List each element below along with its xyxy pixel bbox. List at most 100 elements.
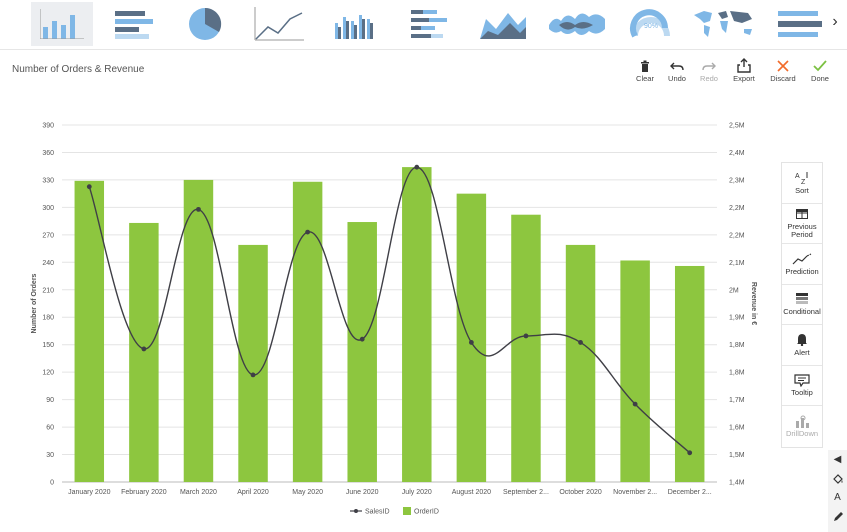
bar (292, 181, 323, 482)
drilldown-icon (794, 414, 810, 428)
line-point (468, 340, 474, 345)
x-tick-label: July 2020 (402, 489, 432, 496)
legend-label: SalesID (365, 509, 390, 516)
prediction-button[interactable]: Prediction (782, 244, 822, 285)
tooltip-icon (794, 373, 810, 387)
pencil-icon[interactable] (828, 507, 847, 526)
y-tick-label: 300 (42, 205, 54, 212)
y-tick-label: 270 (42, 232, 54, 239)
x-tick-label: May 2020 (292, 489, 323, 496)
bar (402, 167, 432, 482)
grouped-bar-chart-icon[interactable] (325, 2, 387, 46)
bar (183, 179, 214, 482)
alert-button[interactable]: Alert (782, 325, 822, 366)
bar (74, 180, 105, 482)
line-point (305, 229, 311, 235)
area-chart-icon[interactable] (472, 2, 534, 46)
undo-button[interactable]: Undo (659, 57, 695, 83)
bar (511, 214, 541, 482)
x-tick-label: December 2... (668, 489, 712, 496)
horizontal-bar-chart-icon[interactable] (100, 2, 162, 46)
mini-tools-strip: ◀ A (828, 450, 847, 532)
y-tick-label: 60 (46, 425, 54, 432)
gauge-label: 90% (644, 23, 658, 30)
bar (565, 244, 596, 482)
y-tick-label: 390 (42, 123, 54, 130)
previous-period-button[interactable]: Previous Period (782, 204, 822, 244)
collapse-panel-button[interactable]: ◀ (833, 454, 842, 465)
y-tick-label: 90 (46, 397, 54, 404)
sort-label: Sort (795, 185, 809, 195)
y2-tick-label: 2,5M (729, 123, 745, 130)
text-format-button[interactable]: A (834, 492, 841, 503)
y2-tick-label: 1,5M (729, 452, 745, 459)
legend-bar-marker (403, 507, 411, 515)
x-tick-label: June 2020 (346, 489, 379, 496)
bar (238, 244, 268, 482)
discard-label: Discard (770, 74, 796, 83)
y-tick-label: 330 (42, 177, 54, 184)
x-tick-label: September 2... (503, 489, 549, 496)
x-tick-label: August 2020 (452, 489, 491, 496)
svg-text:A: A (795, 173, 800, 180)
x-tick-label: November 2... (613, 489, 657, 496)
table-icon (796, 207, 808, 221)
y2-tick-label: 1,4M (729, 480, 745, 487)
legend-line-dot (354, 509, 358, 513)
tooltip-label: Tooltip (791, 388, 813, 398)
chart-type-gallery: 90% › (0, 0, 847, 50)
y2-tick-label: 1,6M (729, 425, 745, 432)
y2-tick-label: 2,1M (729, 260, 745, 267)
y-tick-label: 30 (46, 452, 54, 459)
y-tick-label: 360 (42, 150, 54, 157)
y2-tick-label: 2,2M (729, 205, 745, 212)
clear-button[interactable]: Clear (627, 57, 663, 83)
bar (620, 260, 650, 482)
sales-line (88, 166, 691, 454)
conditional-button[interactable]: Conditional (782, 285, 822, 325)
line-point (578, 340, 583, 345)
gauge-chart-icon[interactable]: 90% (620, 2, 682, 46)
world-map-icon[interactable] (692, 2, 754, 46)
y-tick-label: 240 (42, 260, 54, 267)
y2-tick-label: 2,4M (729, 150, 745, 157)
line-point (414, 164, 420, 170)
y-tick-label: 180 (42, 315, 54, 322)
line-point (523, 333, 529, 339)
bar-chart-icon[interactable] (31, 2, 93, 46)
y2-tick-label: 2,2M (729, 232, 745, 239)
bar-list-icon[interactable] (768, 2, 830, 46)
stream-chart-icon[interactable] (546, 2, 608, 46)
export-icon (726, 57, 762, 74)
pie-chart-icon[interactable] (174, 2, 236, 46)
prediction-label: Prediction (785, 266, 819, 276)
line-point (196, 206, 201, 212)
drilldown-button[interactable]: DrillDown (782, 406, 822, 447)
fill-color-icon[interactable] (828, 469, 847, 488)
line-chart-icon[interactable] (248, 2, 310, 46)
x-tick-label: April 2020 (237, 489, 269, 496)
discard-button[interactable]: Discard (765, 57, 801, 83)
y-tick-label: 150 (42, 342, 54, 349)
x-tick-label: October 2020 (559, 489, 602, 496)
gallery-next-button[interactable]: › (832, 13, 838, 30)
legend-label: OrderID (414, 509, 439, 516)
line-point (86, 184, 92, 190)
tooltip-button[interactable]: Tooltip (782, 366, 822, 406)
line-point (359, 336, 365, 342)
line-point (632, 401, 638, 407)
bar (347, 222, 377, 482)
bar (456, 193, 487, 482)
y2-tick-label: 2,3M (729, 177, 745, 184)
export-button[interactable]: Export (726, 57, 762, 83)
redo-button[interactable]: Redo (691, 57, 727, 83)
conditional-format-icon (796, 292, 808, 306)
bar (129, 222, 159, 482)
done-button[interactable]: Done (802, 57, 838, 83)
undo-icon (659, 57, 695, 74)
stacked-bar-chart-icon[interactable] (398, 2, 460, 46)
y2-tick-label: 1,9M (729, 315, 745, 322)
line-point (141, 346, 147, 352)
